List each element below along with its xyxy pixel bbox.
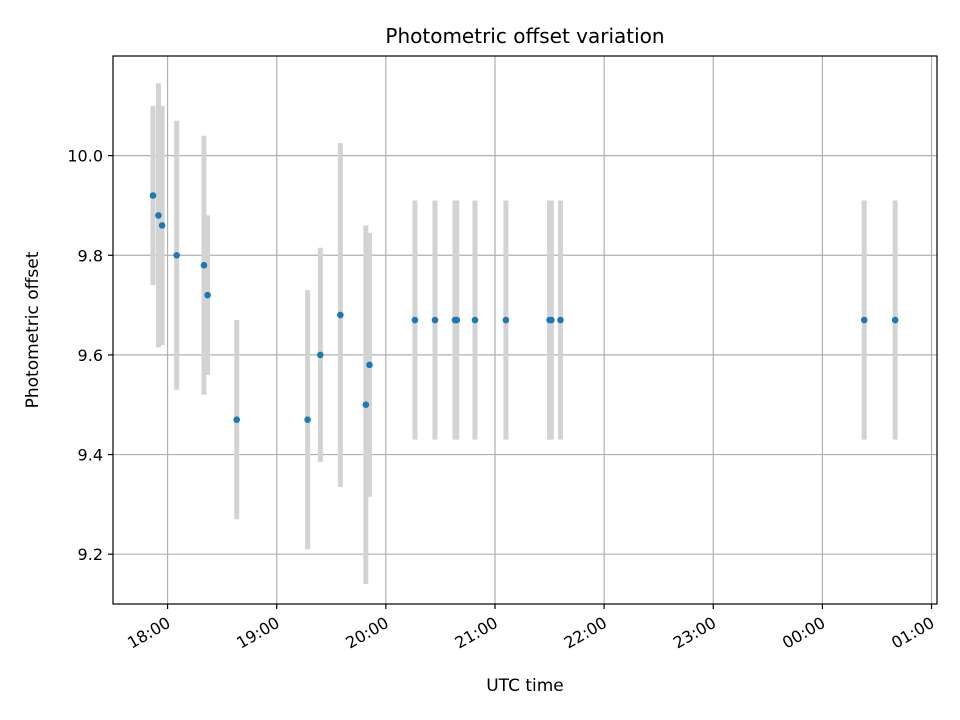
- x-tick-label: 19:00: [233, 613, 282, 653]
- y-tick-label: 10.0: [67, 147, 103, 166]
- data-point: [366, 361, 373, 369]
- x-tick-label: 23:00: [670, 613, 719, 653]
- grid: [113, 56, 937, 604]
- y-tick-label: 9.6: [78, 346, 103, 365]
- data-point: [204, 291, 211, 299]
- y-tick-label: 9.4: [78, 446, 103, 465]
- x-tick-label: 00:00: [779, 613, 828, 653]
- data-point: [471, 316, 479, 324]
- data-point: [431, 316, 439, 324]
- data-point: [304, 416, 311, 423]
- errorbars: [150, 83, 898, 585]
- data-point: [173, 251, 180, 259]
- x-tick-label: 22:00: [561, 613, 610, 653]
- x-axis-label: UTC time: [486, 676, 564, 696]
- data-point: [502, 316, 510, 324]
- y-axis-ticks: 9.2 9.4 9.6 9.8 10.0: [67, 147, 113, 564]
- data-point: [453, 316, 461, 324]
- x-axis-ticks: 18:00 19:00 20:00 21:00 22:00 23:00 00:00 01:00: [124, 604, 938, 653]
- data-point: [158, 222, 166, 229]
- data-point: [860, 316, 868, 324]
- data-point: [337, 311, 344, 319]
- data-point: [362, 401, 370, 409]
- x-tick-label: 01:00: [888, 613, 937, 653]
- data-point: [200, 261, 208, 269]
- data-points: [149, 192, 899, 423]
- x-tick-label: 18:00: [124, 613, 173, 653]
- data-point: [155, 212, 162, 219]
- data-point: [557, 316, 564, 324]
- x-tick-label: 21:00: [452, 613, 501, 653]
- chart-title: Photometric offset variation: [385, 24, 664, 48]
- data-point: [233, 416, 240, 423]
- data-point: [411, 316, 419, 324]
- data-point: [149, 192, 157, 199]
- y-axis-label: Photometric offset: [23, 251, 43, 408]
- y-tick-label: 9.2: [78, 545, 103, 564]
- data-point: [891, 316, 899, 324]
- y-tick-label: 9.8: [78, 246, 103, 265]
- data-point: [317, 351, 324, 359]
- x-tick-label: 20:00: [342, 613, 391, 653]
- plot-frame: [112, 55, 938, 605]
- data-point: [548, 316, 555, 324]
